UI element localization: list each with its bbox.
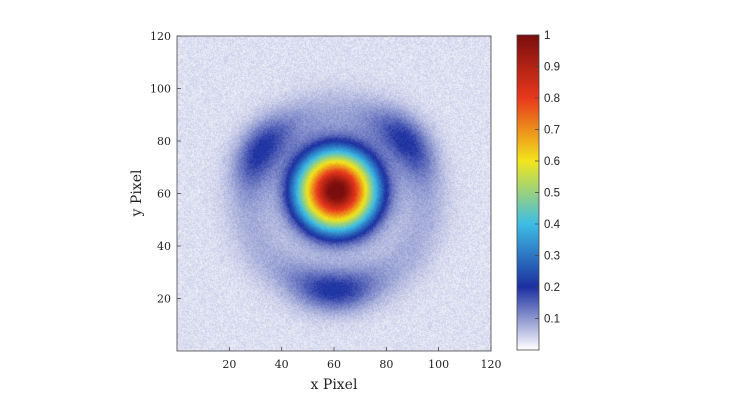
- colorbar-tick-label: 0.9: [544, 62, 560, 74]
- y-tick-label: 60: [157, 188, 171, 201]
- y-tick-label: 120: [150, 30, 171, 43]
- x-axis: 20 40 60 80 100 120: [222, 347, 502, 371]
- y-tick-label: 20: [157, 293, 171, 306]
- x-tick-label: 40: [275, 358, 289, 371]
- colorbar-tick-label: 1: [544, 30, 550, 42]
- colorbar-tick-label: 0.2: [544, 282, 560, 294]
- colorbar-tick-label: 0.1: [544, 314, 560, 326]
- heatmap-image: [177, 36, 491, 351]
- colorbar-ticks: 0.1 0.2 0.3 0.4 0.5 0.6 0.7 0.8 0.9 1: [535, 30, 561, 326]
- y-tick-label: 100: [150, 83, 171, 96]
- x-tick-label: 60: [327, 358, 341, 371]
- x-tick-label: 120: [481, 358, 502, 371]
- y-axis-title: y Pixel: [129, 169, 145, 217]
- colorbar-tick-label: 0.3: [544, 251, 560, 263]
- x-tick-label: 20: [222, 358, 236, 371]
- colorbar-tick-label: 0.8: [544, 93, 560, 105]
- x-tick-label: 100: [428, 358, 449, 371]
- colorbar-tick-label: 0.4: [544, 219, 561, 231]
- y-tick-label: 40: [157, 240, 171, 253]
- x-axis-title: x Pixel: [311, 377, 358, 393]
- colorbar-tick-label: 0.5: [544, 188, 560, 200]
- plot-area: [176, 35, 492, 352]
- y-axis: 20 40 60 80 100 120: [150, 30, 181, 306]
- y-tick-label: 80: [157, 135, 171, 148]
- colorbar: 0.1 0.2 0.3 0.4 0.5 0.6 0.7 0.8 0.9 1: [516, 30, 561, 351]
- x-tick-label: 80: [379, 358, 393, 371]
- colorbar-tick-label: 0.6: [544, 156, 560, 168]
- colorbar-tick-label: 0.7: [544, 125, 560, 137]
